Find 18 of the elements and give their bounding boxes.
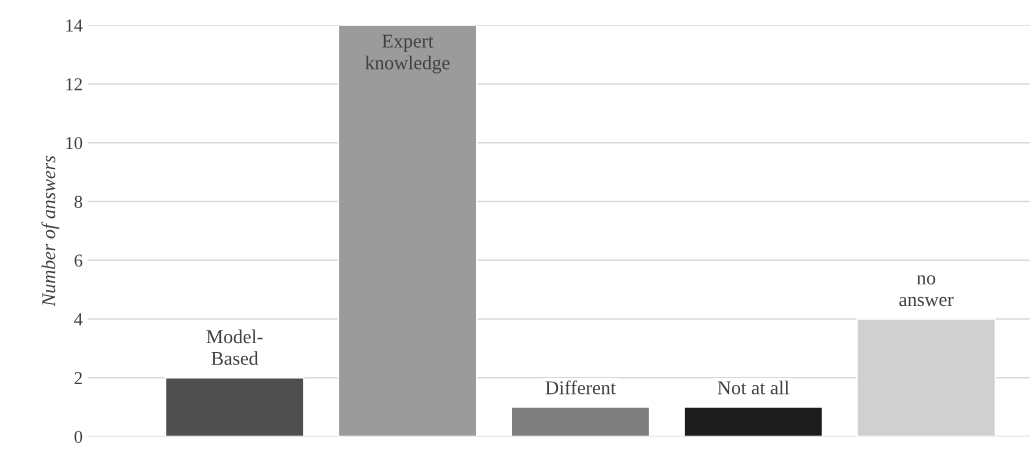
- bar: [164, 377, 305, 437]
- x-tick-label: Model- Based: [206, 329, 263, 365]
- x-tick-label: Different: [545, 380, 616, 395]
- bar: [683, 406, 824, 437]
- y-tick-label: 14: [66, 19, 83, 32]
- y-axis-title: Number of answers: [41, 155, 60, 307]
- x-tick-label: Not at all: [717, 380, 790, 395]
- y-tick-label: 8: [74, 195, 83, 208]
- y-tick-label: 2: [74, 372, 82, 385]
- y-tick-label: 4: [74, 313, 83, 326]
- y-tick-label: 6: [74, 254, 83, 267]
- bar: [510, 406, 651, 437]
- bar: [337, 25, 478, 437]
- y-tick-label: 0: [74, 430, 83, 443]
- y-tick-label: 10: [66, 136, 83, 150]
- y-tick-label: 12: [66, 78, 82, 91]
- x-tick-label: Expert knowledge: [365, 34, 450, 74]
- x-tick-label: no answer: [899, 275, 954, 307]
